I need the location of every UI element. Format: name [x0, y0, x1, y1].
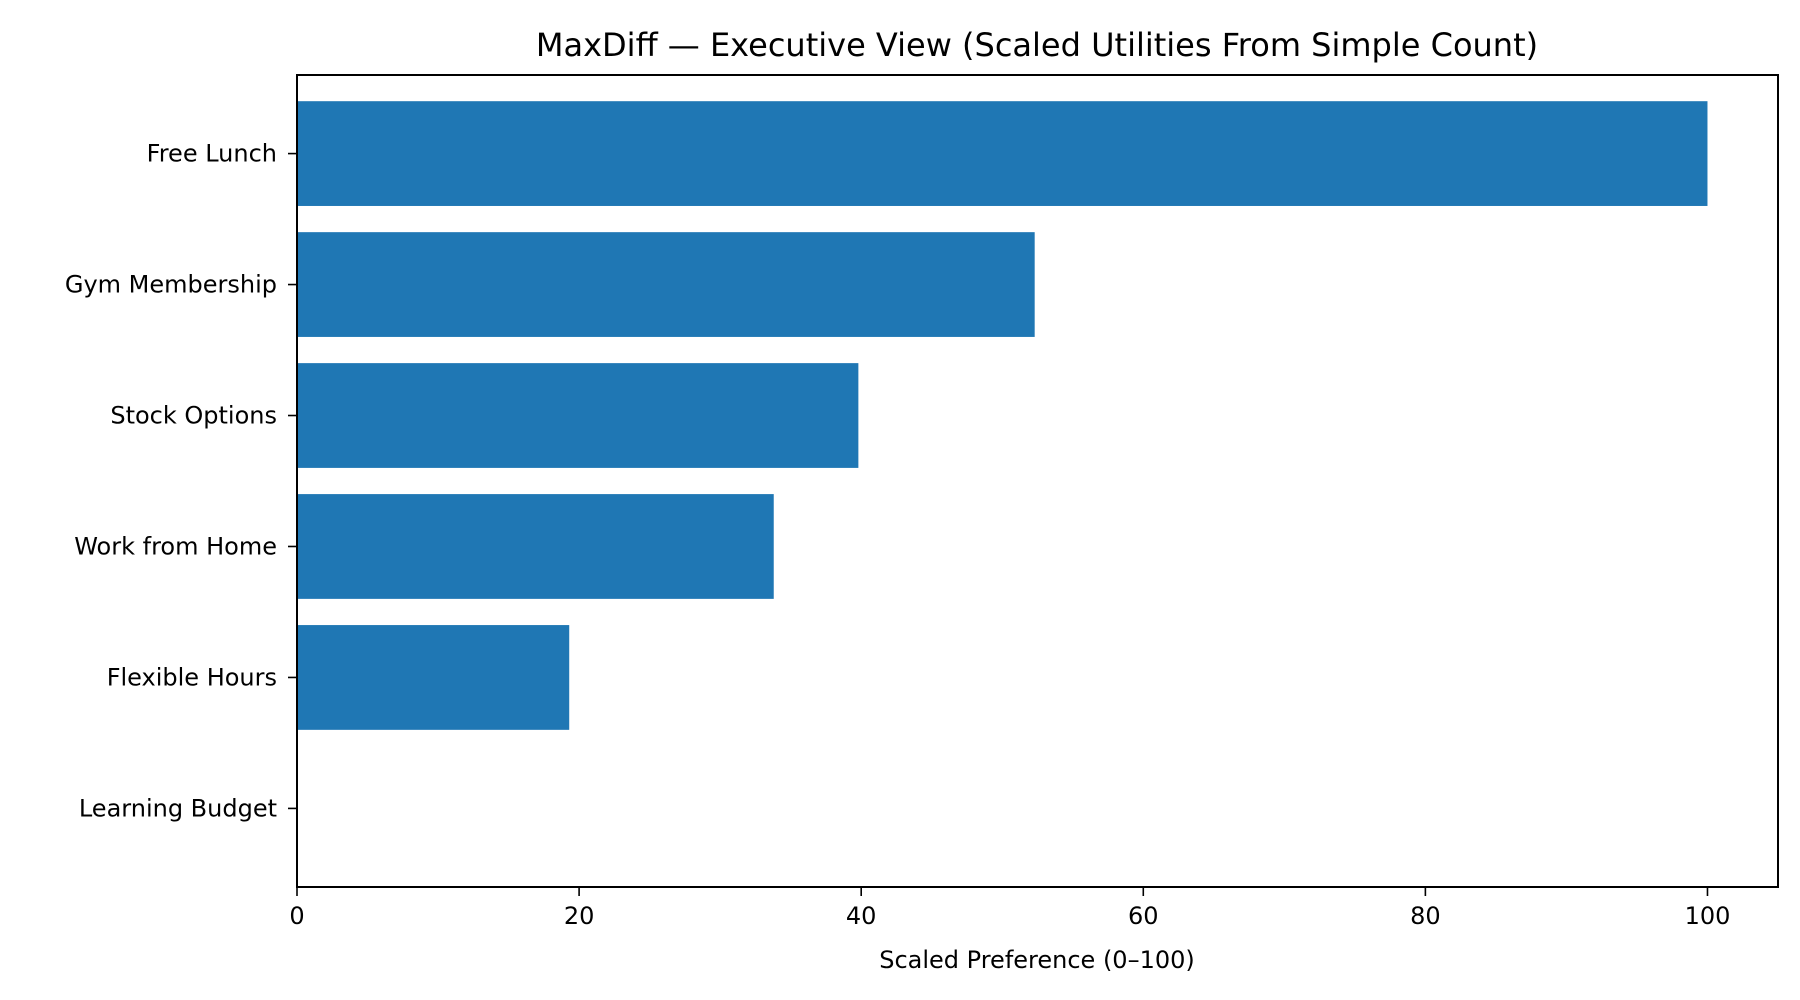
x-tick-label: 20	[564, 902, 595, 930]
bar-stock-options	[297, 363, 859, 468]
x-tick-label: 100	[1685, 902, 1731, 930]
y-tick-label: Flexible Hours	[107, 663, 277, 691]
y-tick-label: Free Lunch	[147, 140, 277, 168]
y-tick-label: Learning Budget	[79, 794, 277, 822]
x-tick-label: 0	[289, 902, 304, 930]
x-axis-ticks: 0 20 40 60 80 100	[289, 887, 1730, 930]
x-tick-label: 60	[1128, 902, 1159, 930]
x-axis-label: Scaled Preference (0–100)	[879, 946, 1195, 974]
plot-area-frame	[296, 74, 1779, 888]
bar-free-lunch	[297, 101, 1708, 206]
bar-gym-membership	[297, 232, 1035, 337]
y-tick-label: Stock Options	[110, 402, 277, 430]
x-tick-label: 40	[846, 902, 877, 930]
bar-work-from-home	[297, 494, 774, 599]
bars-layer	[297, 101, 1708, 730]
y-tick-label: Work from Home	[74, 532, 277, 560]
x-tick-label: 80	[1410, 902, 1441, 930]
y-axis-ticks: Free Lunch Gym Membership Stock Options Wor…	[65, 140, 297, 822]
y-tick-label: Gym Membership	[65, 271, 277, 299]
chart-title: MaxDiff — Executive View (Scaled Utiliti…	[536, 26, 1538, 64]
bar-flexible-hours	[297, 625, 570, 730]
